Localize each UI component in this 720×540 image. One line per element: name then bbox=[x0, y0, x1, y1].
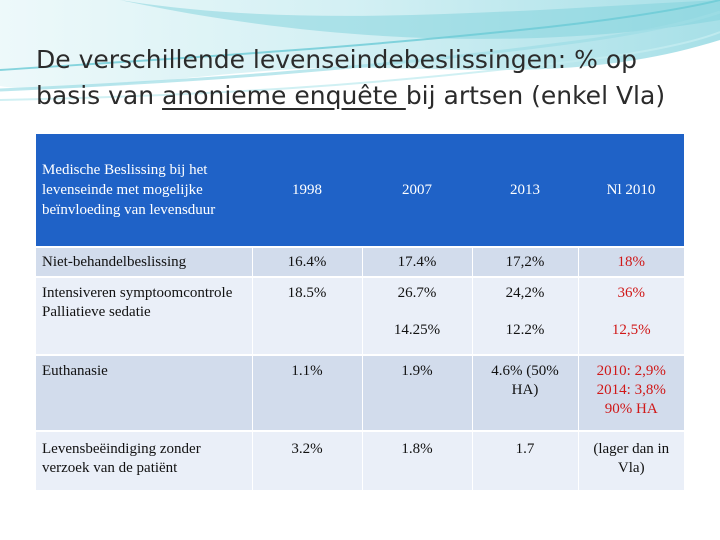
cell-1998: 16.4% bbox=[251, 246, 362, 277]
row-label: Niet-behandelbeslissing bbox=[36, 246, 252, 277]
cell-2007: 17.4% bbox=[361, 246, 472, 277]
header-2007: 2007 bbox=[362, 134, 472, 247]
row-label: Euthanasie bbox=[36, 354, 252, 431]
cell-nl: (lager dan in Vla) bbox=[577, 430, 684, 490]
cell-2013-secondary: 12.2% bbox=[505, 322, 545, 338]
header-nl-2010: Nl 2010 bbox=[578, 134, 684, 247]
wave-decoration bbox=[0, 0, 720, 101]
row-label-secondary: Palliatieve sedatie bbox=[42, 304, 151, 320]
cell-2013: 24,2% 12.2% bbox=[471, 276, 578, 355]
cell-nl: 36% 12,5% bbox=[577, 276, 684, 355]
cell-1998: 1.1% bbox=[251, 354, 362, 431]
cell-2007: 1.8% bbox=[361, 430, 472, 490]
table-row: Levensbeëindiging zonder verzoek van de … bbox=[36, 430, 684, 490]
cell-2007-primary: 26.7% bbox=[397, 285, 437, 301]
cell-2013: 1.7 bbox=[471, 430, 578, 490]
row-label: Levensbeëindiging zonder verzoek van de … bbox=[36, 430, 252, 490]
slide-title: De verschillende levenseindebeslissingen… bbox=[36, 45, 666, 110]
table-row: Intensiveren symptoomcontrole Palliatieve… bbox=[36, 276, 684, 355]
header-1998: 1998 bbox=[252, 134, 362, 247]
header-2013: 2013 bbox=[472, 134, 578, 247]
cell-nl: 18% bbox=[577, 246, 684, 277]
cell-1998: 3.2% bbox=[251, 430, 362, 490]
cell-nl-secondary: 12,5% bbox=[611, 322, 651, 338]
data-table-container: Medische Beslissing bij het levenseinde … bbox=[36, 134, 684, 490]
table-row: Euthanasie 1.1% 1.9% 4.6% (50% HA) 2010:… bbox=[36, 354, 684, 431]
row-label-primary: Intensiveren symptoomcontrole bbox=[42, 285, 233, 301]
table-header-row: Medische Beslissing bij het levenseinde … bbox=[36, 134, 684, 247]
decisions-table: Medische Beslissing bij het levenseinde … bbox=[36, 134, 684, 490]
cell-2007: 26.7% 14.25% bbox=[361, 276, 472, 355]
cell-1998: 18.5% bbox=[251, 276, 362, 355]
cell-2013-primary: 24,2% bbox=[505, 285, 545, 301]
cell-2013: 17,2% bbox=[471, 246, 578, 277]
cell-2007: 1.9% bbox=[361, 354, 472, 431]
header-decision: Medische Beslissing bij het levenseinde … bbox=[36, 134, 252, 247]
cell-nl-primary: 36% bbox=[617, 285, 646, 301]
row-label: Intensiveren symptoomcontrole Palliatieve… bbox=[36, 276, 252, 355]
cell-2013: 4.6% (50% HA) bbox=[471, 354, 578, 431]
table-row: Niet-behandelbeslissing 16.4% 17.4% 17,2… bbox=[36, 246, 684, 277]
cell-nl: 2010: 2,9% 2014: 3,8% 90% HA bbox=[577, 354, 684, 431]
cell-2007-secondary: 14.25% bbox=[393, 322, 441, 338]
